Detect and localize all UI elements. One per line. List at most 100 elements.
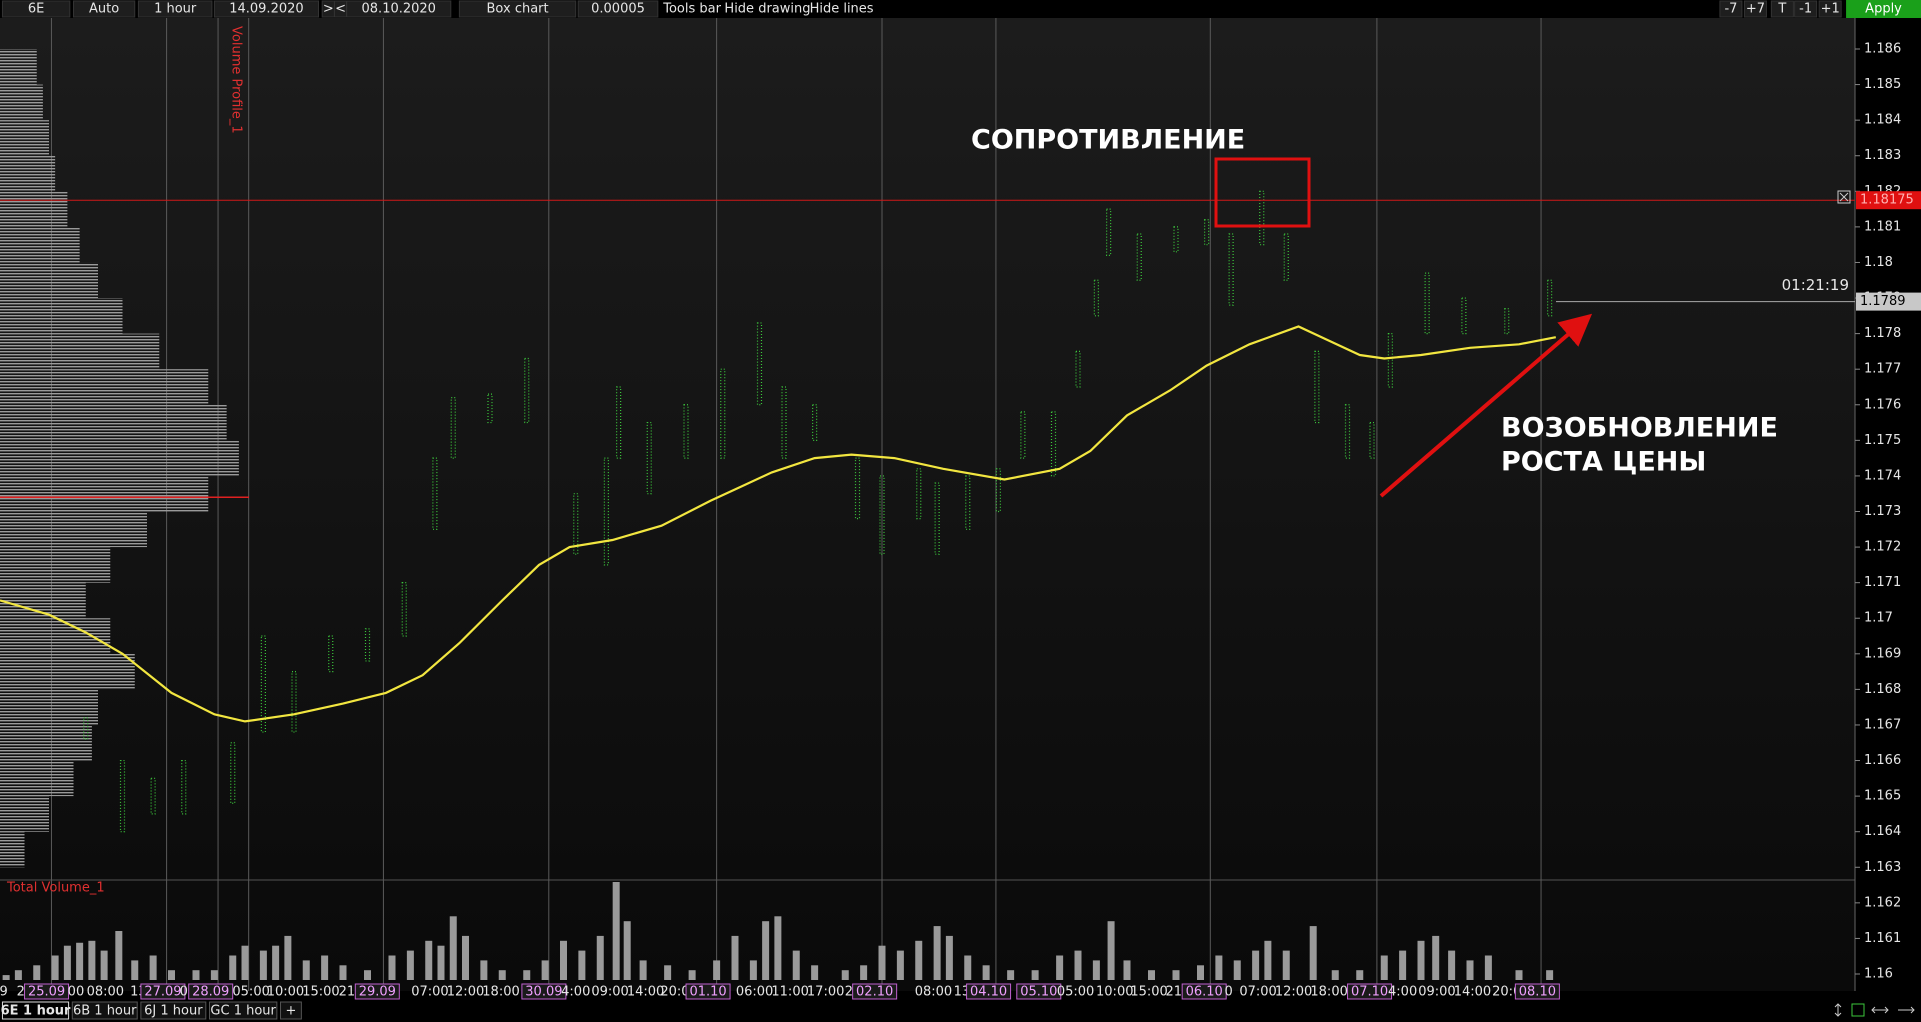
date-label: 08.10 [1519, 985, 1556, 1000]
volume-bar [1172, 970, 1180, 980]
tab[interactable] [140, 1001, 207, 1020]
y-tick-label: 1.175 [1864, 433, 1901, 448]
tab-label[interactable]: 6J 1 hour [144, 1004, 203, 1019]
time-label: 07:00 [1239, 985, 1276, 1000]
price-box [1314, 350, 1320, 424]
toolbar-field[interactable] [577, 0, 659, 18]
toolbar-field[interactable] [137, 0, 213, 18]
volume-bar [210, 970, 218, 980]
tab[interactable] [280, 1001, 302, 1020]
time-label: 15:00 [302, 985, 339, 1000]
toolbar-field[interactable] [1, 0, 71, 18]
toolbar-field-text[interactable]: Box chart [487, 2, 549, 17]
volume-bar [945, 935, 953, 980]
toolbar-field-text[interactable]: 0.00005 [591, 2, 645, 17]
toolbar-field[interactable] [73, 0, 136, 18]
tab-label[interactable]: + [285, 1004, 296, 1019]
toolbar-field[interactable] [213, 0, 319, 18]
tab-label[interactable]: 6B 1 hour [73, 1004, 137, 1019]
price-box [230, 742, 236, 804]
annotation: РОСТА ЦЕНЫ [1501, 447, 1706, 478]
volume-bar [100, 950, 108, 980]
price-box [401, 582, 407, 637]
price-box [260, 635, 266, 733]
volume-bar [1432, 935, 1440, 980]
toolbar-field-text[interactable]: 08.10.2020 [362, 2, 436, 17]
date-label: 27.09 [144, 985, 181, 1000]
toolbar-button-bg[interactable] [1743, 0, 1767, 18]
time-label: 06:00 [736, 985, 773, 1000]
indicator-label: Total Volume_1 [6, 881, 105, 896]
volume-bar [1197, 965, 1204, 980]
toolbar-field-text[interactable]: < [335, 2, 346, 17]
date-label: 01.10 [689, 985, 726, 1000]
time-label: 07:00 [411, 985, 448, 1000]
toolbar-button[interactable]: T [1777, 2, 1786, 17]
volume-bar [131, 960, 139, 980]
price-axis-background [1855, 18, 1921, 991]
volume-bar [1356, 970, 1364, 980]
toolbar-button-bg[interactable] [1719, 0, 1743, 18]
price-box [1093, 279, 1099, 317]
date-marker [521, 983, 567, 1000]
toolbar-field-text[interactable]: 1 hour [154, 2, 197, 17]
date-marker [354, 983, 400, 1000]
volume-bar [774, 916, 782, 980]
toolbar-button[interactable]: -7 [1724, 2, 1737, 17]
price-box [1369, 421, 1375, 459]
tab-label[interactable]: GC 1 hour [210, 1004, 276, 1019]
time-label: 15:00 [1130, 985, 1167, 1000]
toolbar-field-text[interactable]: 6E [28, 2, 45, 17]
toolbar-field-text[interactable]: Auto [89, 2, 119, 17]
time-label: 08:00 [915, 985, 952, 1000]
date-marker [685, 983, 731, 1000]
time-label: 05:00 [1057, 985, 1094, 1000]
date-label: 28.09 [192, 985, 229, 1000]
volume-bar [664, 965, 672, 980]
toolbar-field[interactable] [458, 0, 577, 18]
toolbar-button[interactable]: -1 [1799, 2, 1812, 17]
tab[interactable] [1, 1001, 70, 1020]
toolbar-button[interactable]: Hide lines [810, 2, 874, 17]
price-box [291, 670, 297, 733]
y-tick-label: 1.184 [1864, 113, 1901, 128]
date-label: 02.10 [856, 985, 893, 1000]
volume-bar [1264, 940, 1272, 980]
apply-button-bg[interactable] [1846, 0, 1921, 18]
date-label: 29.09 [359, 985, 396, 1000]
volume-bar [76, 942, 84, 980]
time-label: 12:00 [447, 985, 484, 1000]
toolbar-button-bg[interactable] [1794, 0, 1818, 18]
time-label: 11:00 [771, 985, 808, 1000]
profile-bar [0, 511, 147, 548]
y-tick-label: 1.172 [1864, 540, 1901, 555]
tab[interactable] [71, 1001, 138, 1020]
price-box [1020, 411, 1026, 459]
toolbar-button[interactable]: Hide drawing [724, 2, 810, 17]
toolbar-button-bg[interactable] [1770, 0, 1794, 18]
toolbar-button[interactable]: Tools bar [662, 2, 721, 17]
y-tick-label: 1.185 [1864, 77, 1901, 92]
toolbar-field[interactable] [346, 0, 452, 18]
toolbar-button-bg[interactable] [1818, 0, 1842, 18]
volume-bar [1215, 955, 1223, 980]
volume-bar [1148, 970, 1155, 980]
price-box [181, 759, 187, 815]
apply-button[interactable]: Apply [1865, 2, 1902, 17]
tab[interactable] [208, 1001, 278, 1020]
volume-bar [933, 926, 941, 980]
price-box [487, 393, 493, 424]
y-tick-label: 1.178 [1864, 326, 1901, 341]
tab-label[interactable]: 6E 1 hour [1, 1004, 71, 1019]
volume-bar [1031, 970, 1039, 980]
volume-bar [302, 960, 310, 980]
price-box [781, 386, 787, 459]
chart-background [0, 18, 1855, 991]
y-tick-label: 1.183 [1864, 148, 1901, 163]
toolbar-field-text[interactable]: > [323, 2, 334, 17]
toolbar-button[interactable]: +7 [1746, 2, 1765, 17]
volume-bar [623, 921, 631, 980]
toolbar-field-text[interactable]: 14.09.2020 [229, 2, 303, 17]
toolbar-button[interactable]: +1 [1821, 2, 1840, 17]
footer-background [0, 991, 1921, 1022]
